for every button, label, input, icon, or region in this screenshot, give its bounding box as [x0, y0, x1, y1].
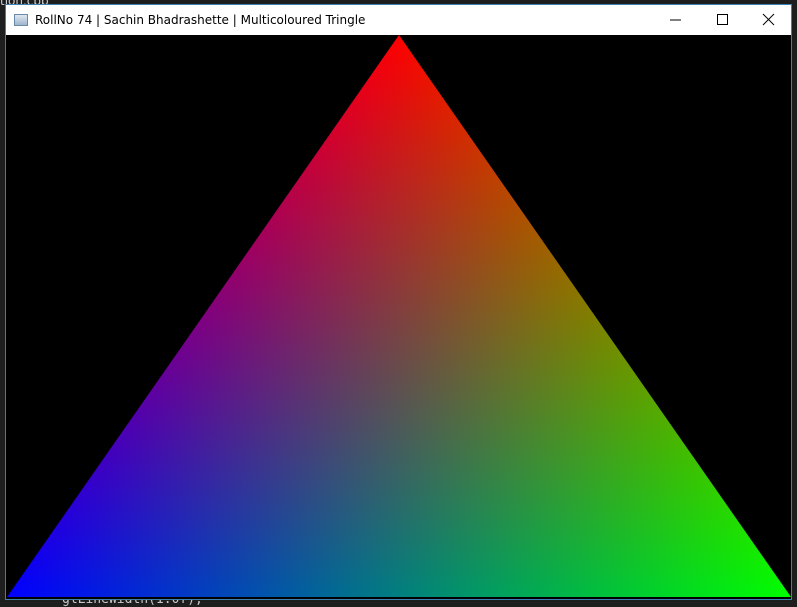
- window-controls: [653, 5, 791, 35]
- triangle: [7, 35, 791, 597]
- maximize-button[interactable]: [717, 14, 728, 25]
- app-window: RollNo 74 | Sachin Bhadrashette | Multic…: [5, 4, 792, 600]
- gl-canvas: [6, 35, 791, 598]
- title-bar: RollNo 74 | Sachin Bhadrashette | Multic…: [6, 5, 791, 35]
- control-icons: [670, 13, 775, 26]
- close-button[interactable]: [762, 13, 775, 26]
- window-title: RollNo 74 | Sachin Bhadrashette | Multic…: [35, 13, 366, 27]
- window-icon: [14, 14, 28, 26]
